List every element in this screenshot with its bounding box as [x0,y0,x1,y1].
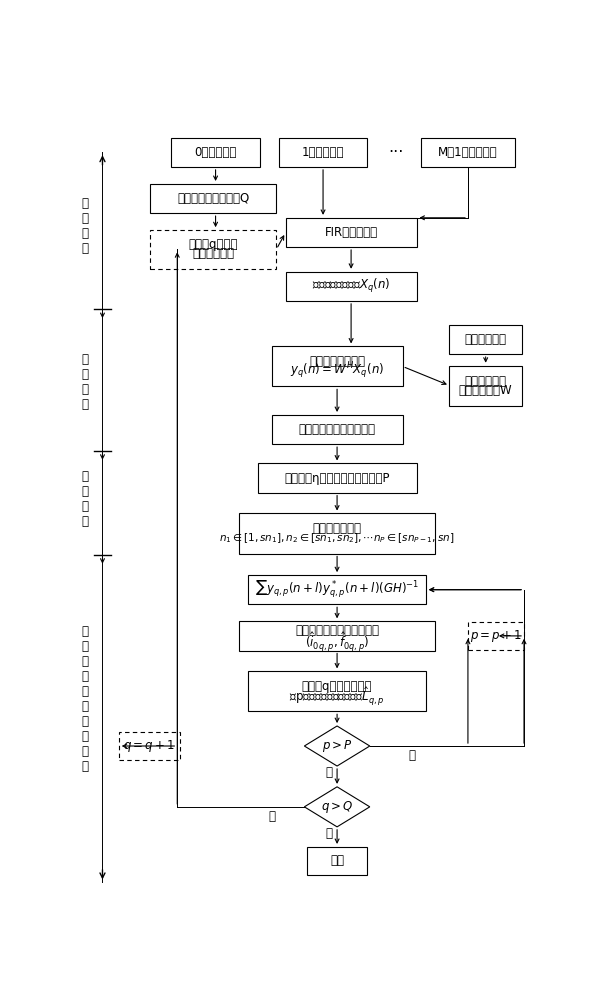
Text: 结束: 结束 [330,854,344,867]
FancyBboxPatch shape [449,366,522,406]
FancyBboxPatch shape [150,230,276,269]
Text: $y_q(n)=W^HX_q(n)$: $y_q(n)=W^HX_q(n)$ [290,361,384,381]
Text: 频
域
处
理: 频 域 处 理 [81,197,88,255]
Text: 计算波束输出序列: 计算波束输出序列 [309,355,365,368]
Text: $n_1\in[1,sn_1],n_2\in[sn_1,sn_2],\cdots n_P\in[sn_{P-1},sn]$: $n_1\in[1,sn_1],n_2\in[sn_1,sn_2],\cdots… [219,531,455,545]
Text: $\sum y_{q,p}(n+l)y^*_{q,p}(n+l)(GH)^{-1}$: $\sum y_{q,p}(n+l)y^*_{q,p}(n+l)(GH)^{-1… [255,579,419,600]
Text: 是: 是 [326,827,333,840]
FancyBboxPatch shape [171,138,260,167]
Text: 否: 否 [408,749,415,762]
Text: $q>Q$: $q>Q$ [321,799,353,815]
FancyBboxPatch shape [248,575,426,604]
FancyBboxPatch shape [257,463,417,493]
FancyBboxPatch shape [279,138,367,167]
Text: 提取波束输出序列的包络: 提取波束输出序列的包络 [298,423,376,436]
Polygon shape [305,787,370,827]
Text: $q=q+1$: $q=q+1$ [123,738,175,754]
Text: FIR带通滤波器: FIR带通滤波器 [324,226,377,239]
FancyBboxPatch shape [272,346,403,386]
FancyBboxPatch shape [239,621,435,651]
Text: $p>P$: $p>P$ [321,738,353,754]
FancyBboxPatch shape [286,218,417,247]
Text: 计算超指向性: 计算超指向性 [465,375,507,388]
FancyBboxPatch shape [239,513,435,554]
FancyBboxPatch shape [421,138,514,167]
FancyBboxPatch shape [248,671,426,711]
Text: $p=p+1$: $p=p+1$ [470,628,522,644]
Text: 波束形成向量W: 波束形成向量W [459,384,513,397]
FancyBboxPatch shape [272,415,403,444]
Text: 0号阵元序列: 0号阵元序列 [194,146,237,159]
Text: 否: 否 [268,810,275,823]
Text: 空
域
处
理: 空 域 处 理 [81,353,88,411]
Text: 时
域
处
理: 时 域 处 理 [81,470,88,528]
Text: 估计第q条线谱区域内: 估计第q条线谱区域内 [302,680,372,693]
Text: 信号成分的分段: 信号成分的分段 [312,522,362,535]
Text: 计算阵列流型: 计算阵列流型 [465,333,507,346]
Text: 搜索峰值，得到多普勒拐点: 搜索峰值，得到多普勒拐点 [295,624,379,637]
FancyBboxPatch shape [307,847,367,875]
Text: 区域频率范围: 区域频率范围 [192,247,234,260]
FancyBboxPatch shape [119,732,180,760]
Text: 1号阵元序列: 1号阵元序列 [302,146,344,159]
FancyBboxPatch shape [286,272,417,301]
Text: $(\hat{i}_{0q,p},\hat{f}_{0q,p})$: $(\hat{i}_{0q,p},\hat{f}_{0q,p})$ [305,630,369,653]
Text: M－1号阵元序列: M－1号阵元序列 [438,146,497,159]
Text: ···: ··· [388,145,403,160]
Text: 多
普
勒
曲
线
拐
点
的
估
计: 多 普 勒 曲 线 拐 点 的 估 计 [81,625,88,773]
Text: 估计第q条线谱: 估计第q条线谱 [189,238,238,251]
Text: 是: 是 [326,766,333,779]
FancyBboxPatch shape [468,622,524,650]
Polygon shape [305,726,370,766]
FancyBboxPatch shape [449,325,522,354]
Text: 设置门限η并估计信号成分数量P: 设置门限η并估计信号成分数量P [285,472,390,485]
FancyBboxPatch shape [150,184,276,213]
Text: 第p段线谱成分噪声源位置$\hat{L}_{q,p}$: 第p段线谱成分噪声源位置$\hat{L}_{q,p}$ [289,685,385,707]
Text: 滤波输出数据矩阵$X_q(n)$: 滤波输出数据矩阵$X_q(n)$ [312,277,390,295]
Text: 估计线谱区域的数目Q: 估计线谱区域的数目Q [177,192,250,205]
